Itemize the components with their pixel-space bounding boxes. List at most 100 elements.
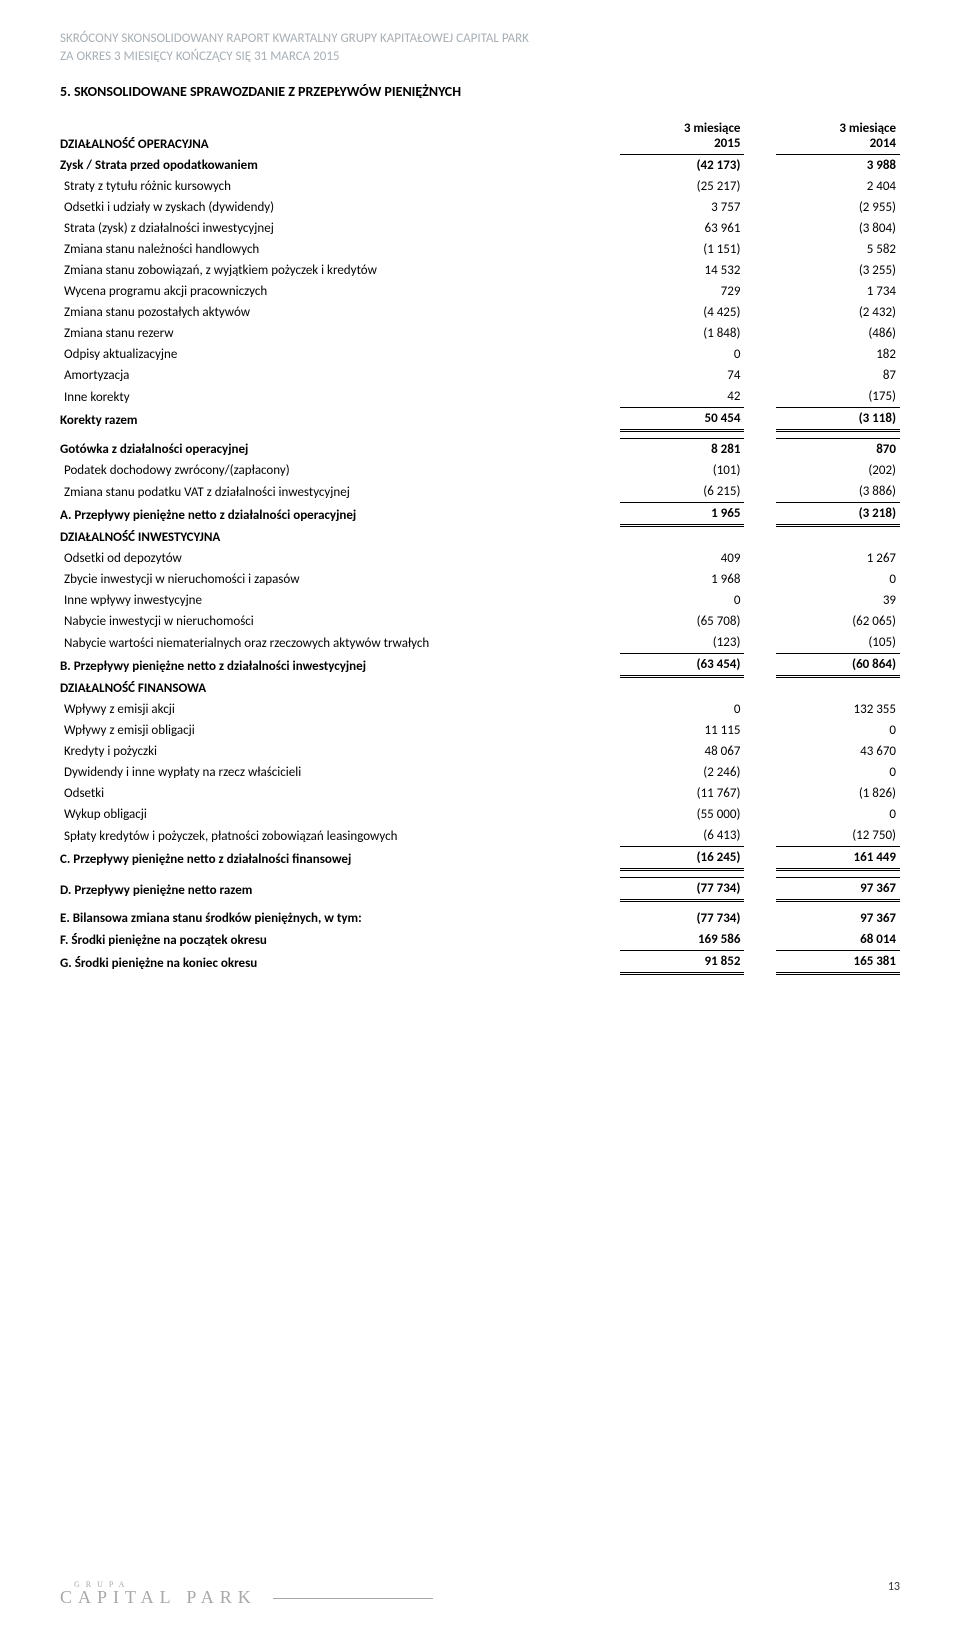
section-title: 5. SKONSOLIDOWANE SPRAWOZDANIE Z PRZEPŁY… — [60, 83, 900, 100]
row-label: Gotówka z działalności operacyjnej — [60, 439, 620, 461]
page-number: 13 — [888, 1580, 900, 1594]
row-label: Wycena programu akcji pracowniczych — [60, 281, 620, 302]
row-value-2: (3 218) — [776, 503, 900, 526]
row-value-1: (77 734) — [620, 908, 744, 929]
row-value-2: (2 432) — [776, 302, 900, 323]
row-value-2: 0 — [776, 762, 900, 783]
row-value-1: 729 — [620, 281, 744, 302]
table-row: Odsetki i udziały w zyskach (dywidendy)3… — [60, 197, 900, 218]
row-label: Podatek dochodowy zwrócony/(zapłacony) — [60, 460, 620, 481]
section-heading: DZIAŁALNOŚĆ OPERACYJNA — [60, 118, 620, 155]
table-row: Odsetki od depozytów4091 267 — [60, 548, 900, 569]
row-value-2: 39 — [776, 590, 900, 611]
row-label: Odsetki — [60, 783, 620, 804]
row-value-1: (77 734) — [620, 878, 744, 901]
row-value-2: (62 065) — [776, 611, 900, 632]
row-value-1: 48 067 — [620, 741, 744, 762]
col-header-2: 3 miesiące2014 — [776, 118, 900, 155]
row-value-2: 161 449 — [776, 847, 900, 870]
row-value-1: 1 968 — [620, 569, 744, 590]
spacer-row — [60, 901, 900, 909]
row-value-2: (3 886) — [776, 481, 900, 503]
row-value-2: (105) — [776, 632, 900, 654]
table-row: Zmiana stanu zobowiązań, z wyjątkiem poż… — [60, 260, 900, 281]
row-label: Zmiana stanu należności handlowych — [60, 239, 620, 260]
section-heading-row: DZIAŁALNOŚĆ INWESTYCYJNA — [60, 526, 900, 549]
row-label: Wykup obligacji — [60, 804, 620, 825]
table-row: F. Środki pieniężne na początek okresu16… — [60, 929, 900, 951]
row-label: Zmiana stanu rezerw — [60, 323, 620, 344]
table-row: Zmiana stanu rezerw(1 848)(486) — [60, 323, 900, 344]
col-header-1: 3 miesiące2015 — [620, 118, 744, 155]
row-value-1: (55 000) — [620, 804, 744, 825]
row-value-1: 14 532 — [620, 260, 744, 281]
table-row: B. Przepływy pieniężne netto z działalno… — [60, 654, 900, 677]
row-label: Strata (zysk) z działalności inwestycyjn… — [60, 218, 620, 239]
table-row: Kredyty i pożyczki48 067 43 670 — [60, 741, 900, 762]
table-row: Odsetki(11 767)(1 826) — [60, 783, 900, 804]
footer-rule — [273, 1598, 433, 1599]
row-value-1: (42 173) — [620, 155, 744, 177]
row-value-2: 43 670 — [776, 741, 900, 762]
footer: G R U P A CAPITAL PARK 13 — [60, 1580, 900, 1608]
table-row: Zmiana stanu należności handlowych(1 151… — [60, 239, 900, 260]
row-label: Zbycie inwestycji w nieruchomości i zapa… — [60, 569, 620, 590]
row-value-1: (123) — [620, 632, 744, 654]
row-value-1: 42 — [620, 386, 744, 408]
row-label: B. Przepływy pieniężne netto z działalno… — [60, 654, 620, 677]
row-value-2: (486) — [776, 323, 900, 344]
row-label: Nabycie wartości niematerialnych oraz rz… — [60, 632, 620, 654]
row-value-2: 87 — [776, 365, 900, 386]
row-value-1: 11 115 — [620, 720, 744, 741]
row-value-2: 0 — [776, 804, 900, 825]
row-label: Straty z tytułu różnic kursowych — [60, 176, 620, 197]
row-value-2: (2 955) — [776, 197, 900, 218]
footer-logo: G R U P A CAPITAL PARK — [60, 1580, 433, 1608]
row-value-1: 0 — [620, 344, 744, 365]
row-label: Nabycie inwestycji w nieruchomości — [60, 611, 620, 632]
row-label: Odsetki od depozytów — [60, 548, 620, 569]
table-row: Dywidendy i inne wypłaty na rzecz właści… — [60, 762, 900, 783]
table-row: A. Przepływy pieniężne netto z działalno… — [60, 503, 900, 526]
row-value-2: 2 404 — [776, 176, 900, 197]
row-value-2: 182 — [776, 344, 900, 365]
row-value-1: 8 281 — [620, 439, 744, 461]
row-value-2: 132 355 — [776, 699, 900, 720]
row-value-1: (16 245) — [620, 847, 744, 870]
table-row: E. Bilansowa zmiana stanu środków pienię… — [60, 908, 900, 929]
table-row: Nabycie wartości niematerialnych oraz rz… — [60, 632, 900, 654]
table-row: Wykup obligacji(55 000) 0 — [60, 804, 900, 825]
row-value-1: (101) — [620, 460, 744, 481]
section-heading-row: DZIAŁALNOŚĆ FINANSOWA — [60, 677, 900, 700]
table-row: Amortyzacja7487 — [60, 365, 900, 386]
row-label: Wpływy z emisji akcji — [60, 699, 620, 720]
table-row: Gotówka z działalności operacyjnej8 2818… — [60, 439, 900, 461]
row-value-1: 74 — [620, 365, 744, 386]
row-label: E. Bilansowa zmiana stanu środków pienię… — [60, 908, 620, 929]
row-label: Odsetki i udziały w zyskach (dywidendy) — [60, 197, 620, 218]
row-label: F. Środki pieniężne na początek okresu — [60, 929, 620, 951]
row-value-2: 97 367 — [776, 878, 900, 901]
table-row: Nabycie inwestycji w nieruchomości(65 70… — [60, 611, 900, 632]
row-value-1: 50 454 — [620, 408, 744, 431]
table-row: Strata (zysk) z działalności inwestycyjn… — [60, 218, 900, 239]
row-value-2: (3 804) — [776, 218, 900, 239]
row-value-1: (25 217) — [620, 176, 744, 197]
table-row: Wpływy z emisji akcji0132 355 — [60, 699, 900, 720]
page-container: SKRÓCONY SKONSOLIDOWANY RAPORT KWARTALNY… — [0, 0, 960, 1638]
row-label: Zmiana stanu pozostałych aktywów — [60, 302, 620, 323]
row-value-2: 5 582 — [776, 239, 900, 260]
row-label: Inne wpływy inwestycyjne — [60, 590, 620, 611]
row-label: Korekty razem — [60, 408, 620, 431]
row-value-2: 0 — [776, 569, 900, 590]
row-value-2: 68 014 — [776, 929, 900, 951]
row-label: G. Środki pieniężne na koniec okresu — [60, 951, 620, 974]
row-label: Kredyty i pożyczki — [60, 741, 620, 762]
row-value-2: 0 — [776, 720, 900, 741]
header-line1: SKRÓCONY SKONSOLIDOWANY RAPORT KWARTALNY… — [60, 31, 529, 46]
cashflow-table: DZIAŁALNOŚĆ OPERACYJNA3 miesiące2015 3 mi… — [60, 118, 900, 975]
table-row: Zysk / Strata przed opodatkowaniem(42 17… — [60, 155, 900, 177]
table-row: Odpisy aktualizacyjne0182 — [60, 344, 900, 365]
row-value-1: (11 767) — [620, 783, 744, 804]
row-value-1: (2 246) — [620, 762, 744, 783]
